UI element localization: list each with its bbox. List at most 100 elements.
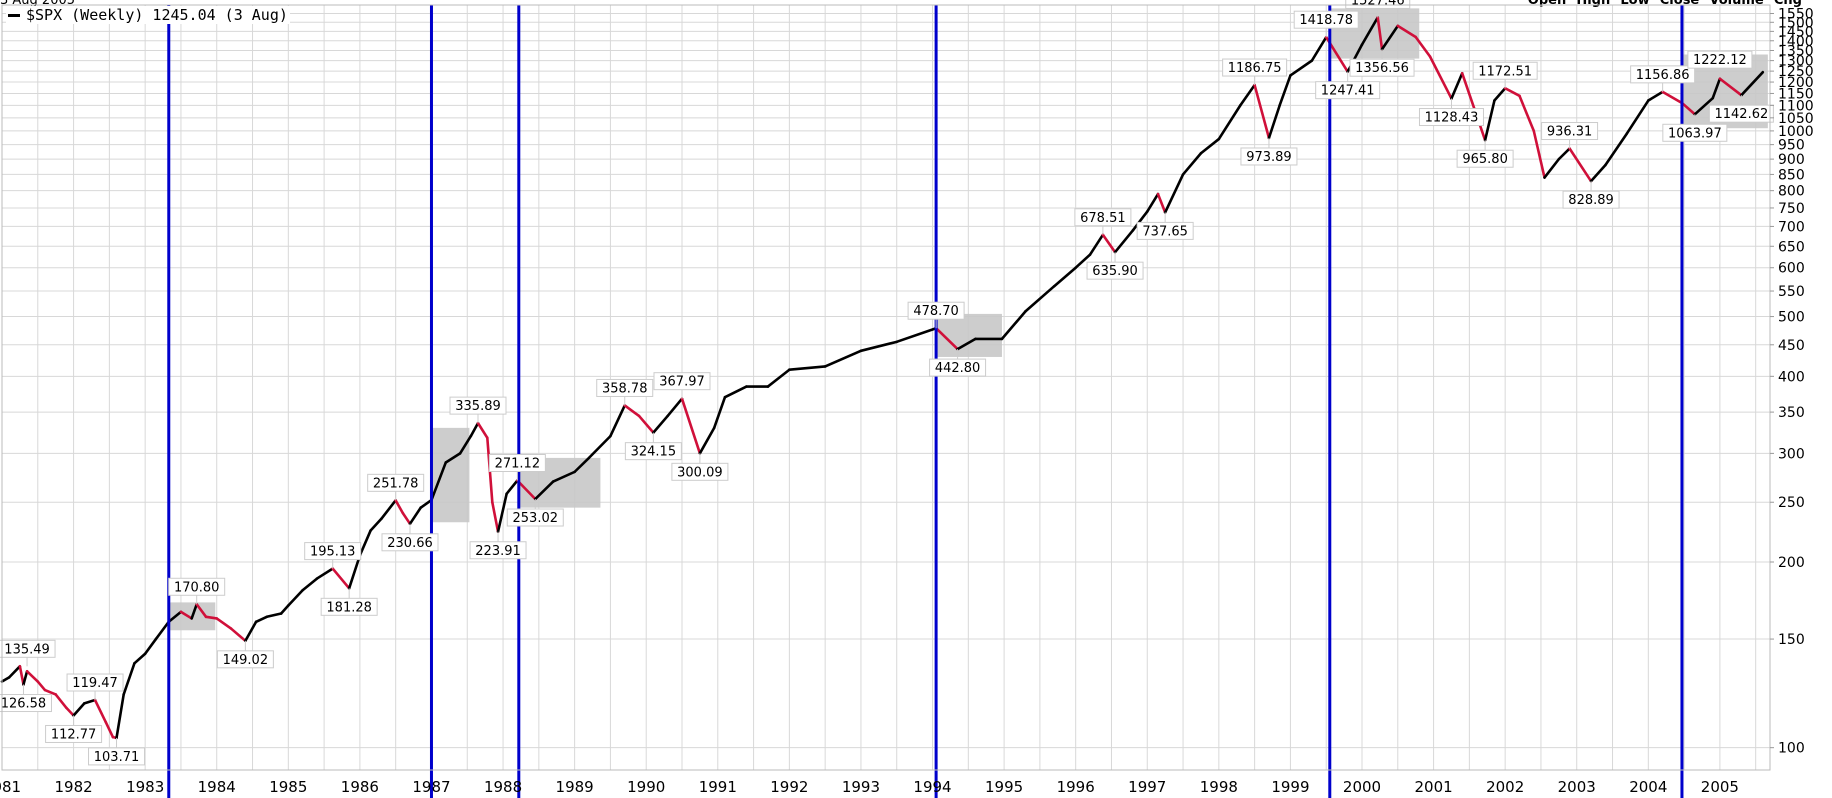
svg-text:1985: 1985	[269, 778, 307, 796]
svg-text:1418.78: 1418.78	[1299, 13, 1353, 28]
svg-text:150: 150	[1778, 632, 1805, 648]
svg-text:1989: 1989	[556, 778, 594, 796]
header-date: 3 Aug 2005	[0, 0, 76, 8]
svg-text:936.31: 936.31	[1547, 125, 1593, 140]
svg-text:1993: 1993	[842, 778, 880, 796]
svg-text:635.90: 635.90	[1092, 264, 1138, 279]
svg-text:253.02: 253.02	[513, 511, 559, 526]
gridlines	[1, 5, 1770, 770]
svg-text:103.71: 103.71	[94, 750, 140, 765]
svg-text:1988: 1988	[484, 778, 522, 796]
svg-text:2000: 2000	[1343, 778, 1381, 796]
svg-text:442.80: 442.80	[935, 361, 981, 376]
svg-text:2005: 2005	[1701, 778, 1739, 796]
legend-line-icon	[8, 13, 20, 17]
svg-text:230.66: 230.66	[387, 536, 433, 551]
svg-text:335.89: 335.89	[455, 399, 501, 414]
svg-text:1222.12: 1222.12	[1693, 53, 1747, 68]
svg-text:2001: 2001	[1414, 778, 1452, 796]
svg-text:1984: 1984	[198, 778, 236, 796]
svg-text:1063.97: 1063.97	[1668, 126, 1722, 141]
svg-text:100: 100	[1778, 741, 1805, 757]
svg-text:800: 800	[1778, 184, 1805, 200]
close-label: Close	[1659, 0, 1700, 8]
svg-text:1982: 1982	[54, 778, 92, 796]
svg-text:950: 950	[1778, 138, 1805, 154]
svg-text:1186.75: 1186.75	[1228, 61, 1282, 76]
svg-text:200: 200	[1778, 555, 1805, 571]
svg-text:1356.56: 1356.56	[1355, 61, 1409, 76]
svg-text:1247.41: 1247.41	[1321, 84, 1375, 99]
svg-text:300: 300	[1778, 446, 1805, 462]
svg-text:1350: 1350	[1778, 44, 1814, 60]
legend-text: $SPX (Weekly) 1245.04 (3 Aug)	[26, 6, 288, 24]
price-line	[0, 16, 1765, 740]
svg-text:828.89: 828.89	[1568, 193, 1614, 208]
svg-text:1400: 1400	[1778, 34, 1814, 50]
svg-text:1200: 1200	[1778, 75, 1814, 91]
svg-text:300.09: 300.09	[677, 465, 723, 480]
svg-text:367.97: 367.97	[659, 375, 705, 390]
svg-text:478.70: 478.70	[913, 304, 959, 319]
svg-text:149.02: 149.02	[223, 653, 269, 668]
svg-text:1450: 1450	[1778, 24, 1814, 40]
svg-text:112.77: 112.77	[51, 727, 97, 742]
svg-text:1500: 1500	[1778, 15, 1814, 31]
svg-text:324.15: 324.15	[631, 445, 677, 460]
axes: 100 150 200 250 300 350 400 450 500 550 600 650 700 7…	[0, 4, 1814, 796]
svg-text:965.80: 965.80	[1462, 152, 1508, 167]
svg-text:750: 750	[1778, 201, 1805, 217]
svg-text:1995: 1995	[985, 778, 1023, 796]
svg-text:1998: 1998	[1200, 778, 1238, 796]
svg-text:2003: 2003	[1558, 778, 1596, 796]
open-label: Open	[1527, 0, 1567, 8]
svg-text:119.47: 119.47	[72, 676, 118, 691]
svg-text:1250: 1250	[1778, 64, 1814, 80]
svg-text:1000: 1000	[1778, 124, 1814, 140]
svg-text:126.58: 126.58	[1, 697, 47, 712]
svg-text:1987: 1987	[412, 778, 450, 796]
svg-text:1300: 1300	[1778, 54, 1814, 70]
svg-text:1527.46: 1527.46	[1351, 0, 1405, 8]
svg-text:1990: 1990	[627, 778, 665, 796]
svg-text:223.91: 223.91	[475, 544, 521, 559]
svg-text:1983: 1983	[126, 778, 164, 796]
svg-text:1992: 1992	[770, 778, 808, 796]
svg-text:250: 250	[1778, 495, 1805, 511]
svg-text:1994: 1994	[913, 778, 951, 796]
volume-label: Volume	[1709, 0, 1764, 8]
svg-text:2004: 2004	[1629, 778, 1667, 796]
svg-text:251.78: 251.78	[373, 476, 419, 491]
chart-legend: $SPX (Weekly) 1245.04 (3 Aug)	[6, 6, 290, 24]
svg-text:1142.62: 1142.62	[1714, 107, 1768, 122]
svg-text:700: 700	[1778, 219, 1805, 235]
svg-text:1100: 1100	[1778, 98, 1814, 114]
svg-text:850: 850	[1778, 167, 1805, 183]
svg-text:450: 450	[1778, 338, 1805, 354]
svg-text:170.80: 170.80	[174, 580, 220, 595]
svg-text:1172.51: 1172.51	[1478, 64, 1532, 79]
high-label: High	[1576, 0, 1611, 8]
svg-text:1550: 1550	[1778, 7, 1814, 23]
svg-text:737.65: 737.65	[1142, 224, 1188, 239]
svg-text:1986: 1986	[341, 778, 379, 796]
svg-text:1128.43: 1128.43	[1425, 111, 1479, 126]
svg-text:358.78: 358.78	[602, 381, 648, 396]
svg-text:1981: 1981	[0, 778, 21, 796]
svg-text:900: 900	[1778, 152, 1805, 168]
svg-text:400: 400	[1778, 369, 1805, 385]
svg-text:1991: 1991	[699, 778, 737, 796]
svg-text:1050: 1050	[1778, 111, 1814, 127]
svg-text:1999: 1999	[1271, 778, 1309, 796]
ohlc-header: Open High Low Close Volume Chg	[1522, 0, 1802, 8]
shaded-boxes	[168, 8, 1768, 631]
svg-text:650: 650	[1778, 239, 1805, 255]
svg-text:195.13: 195.13	[310, 545, 356, 560]
svg-text:181.28: 181.28	[326, 600, 372, 615]
svg-text:271.12: 271.12	[495, 457, 541, 472]
svg-text:550: 550	[1778, 284, 1805, 300]
svg-text:600: 600	[1778, 261, 1805, 277]
price-annotations: 135.49 126.58 112.77 119.47 103.71 170.80 149.…	[0, 0, 1774, 766]
